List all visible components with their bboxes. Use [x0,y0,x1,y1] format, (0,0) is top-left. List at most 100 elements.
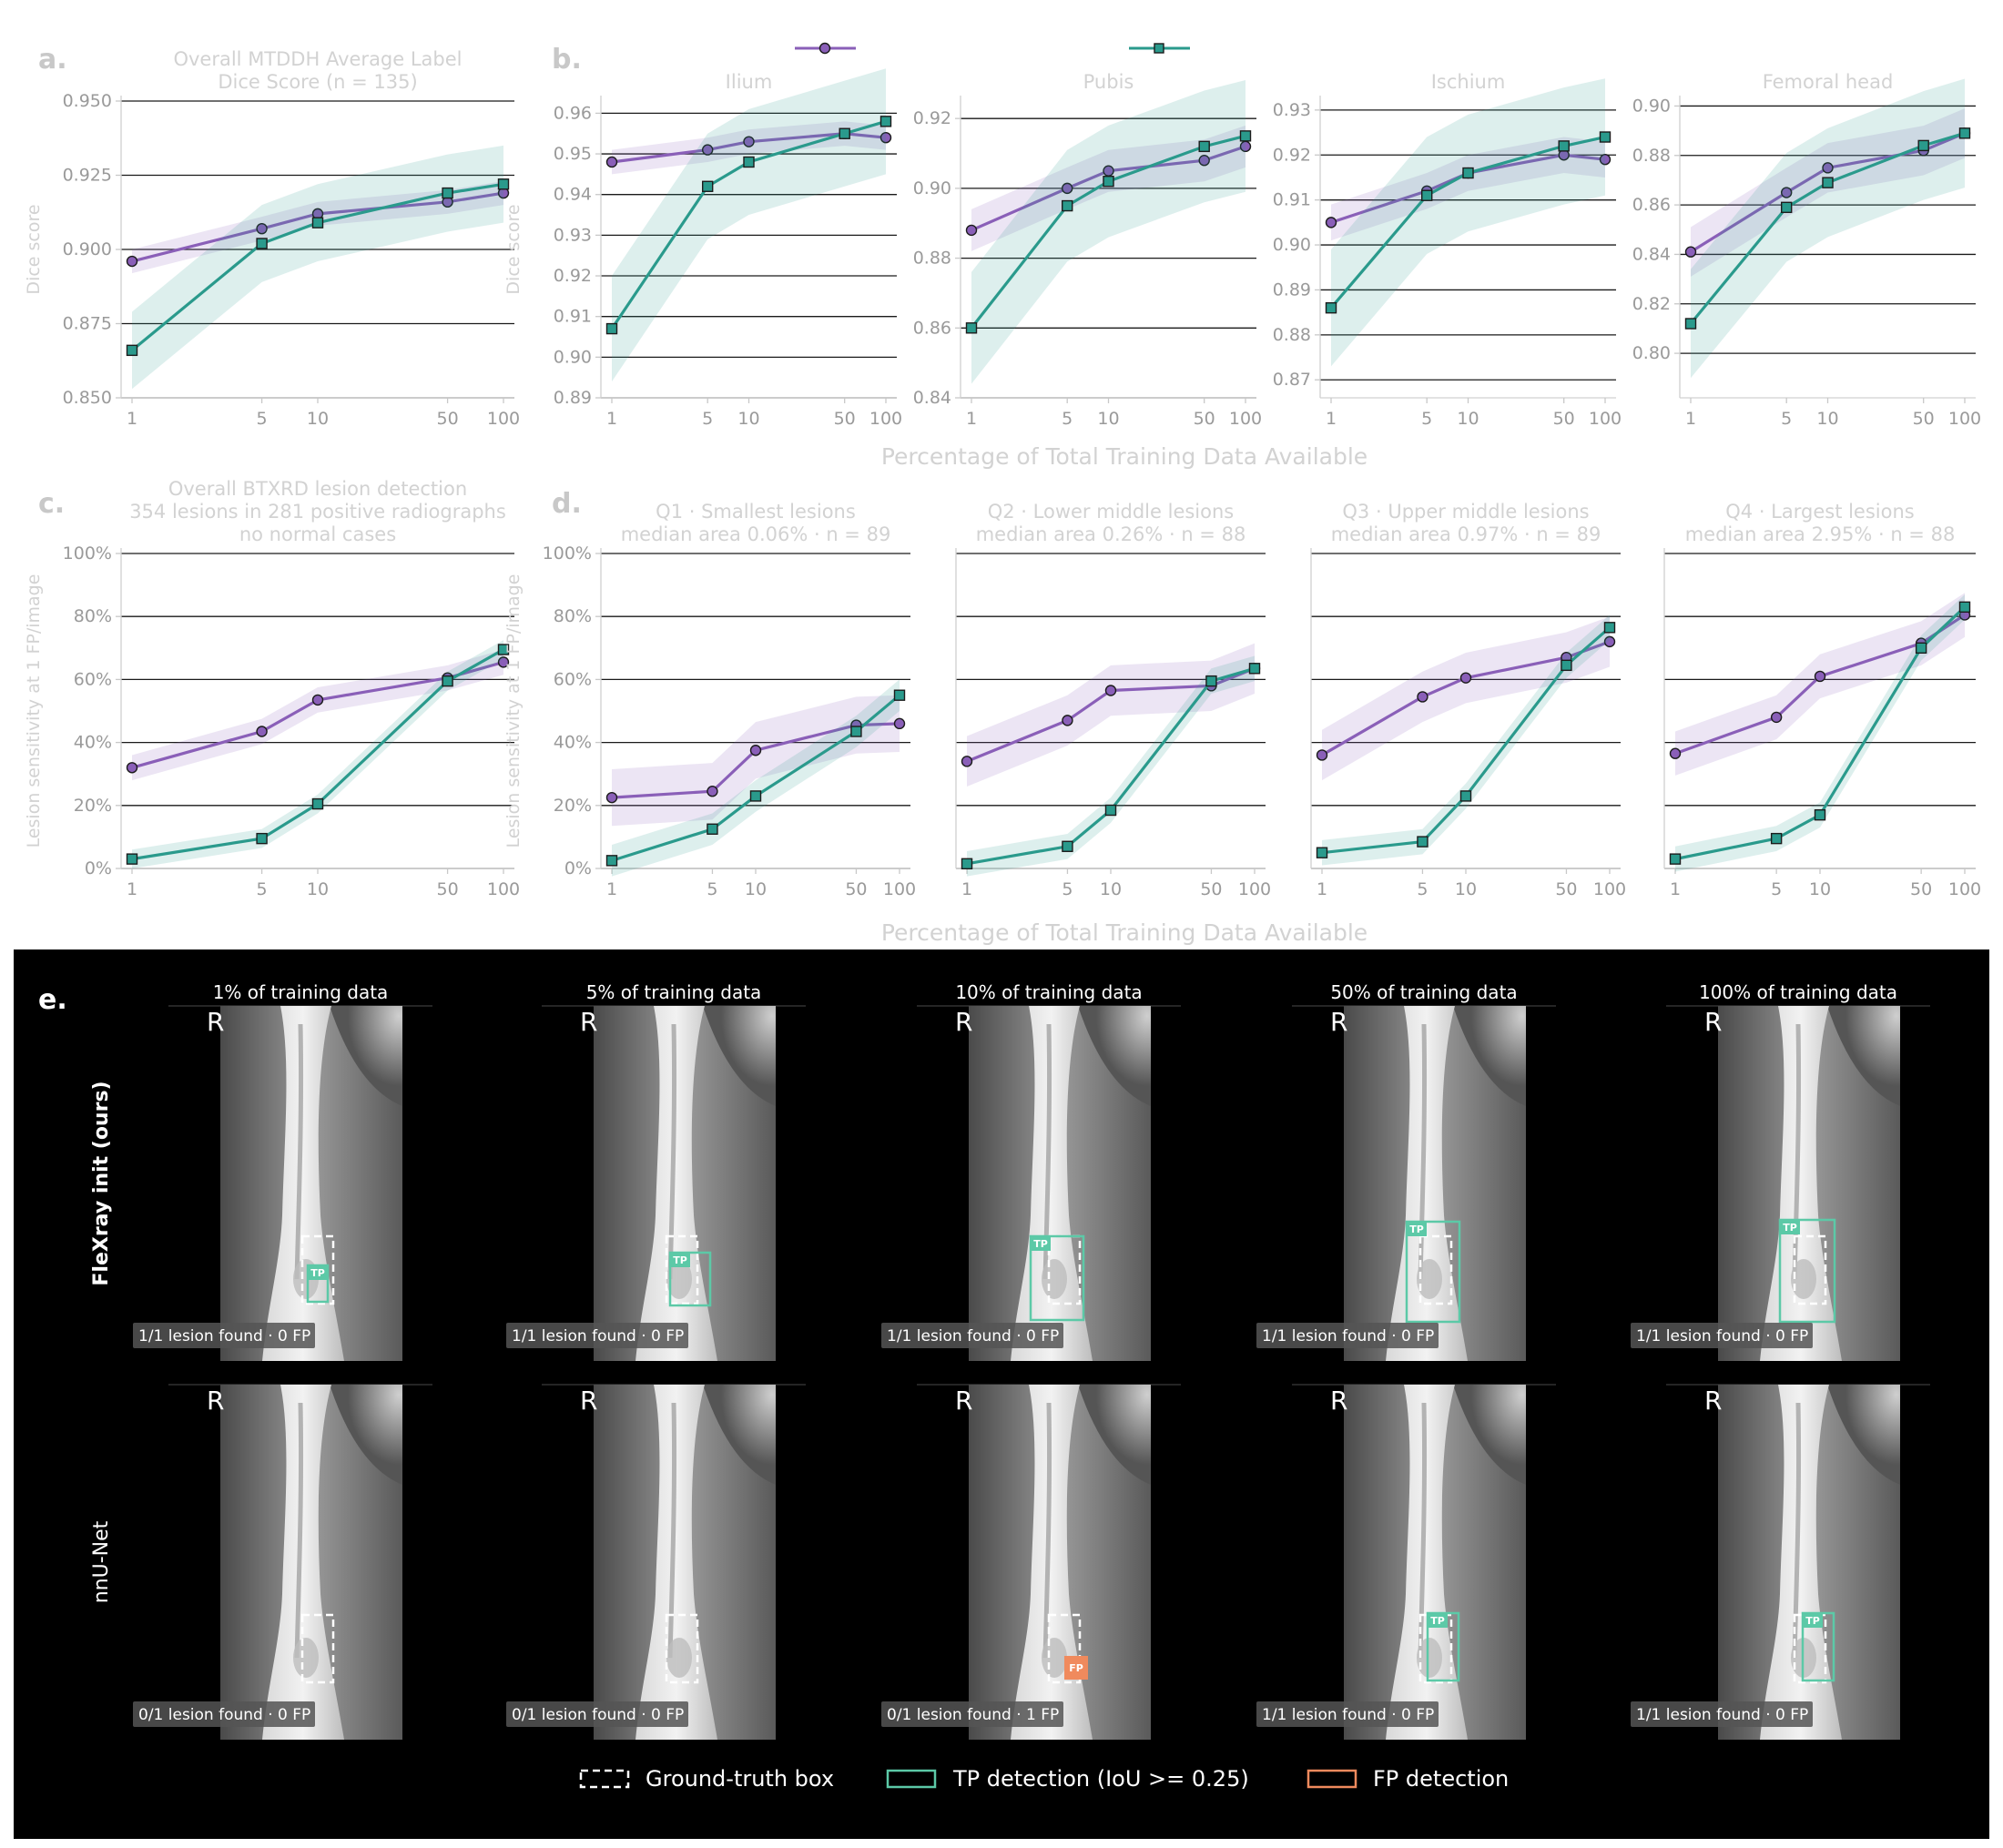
series-2-band [1322,614,1610,866]
chart-d3: 1 5 10 50 100 Q3 · Upper middle lesionsmedian… [1310,501,1626,899]
y-tick-label: 20% [74,796,112,816]
x-tick-label: 5 [1062,879,1073,899]
data-point [1103,176,1114,188]
tp-tag [308,1265,328,1280]
caption: 1/1 lesion found · 0 FP [1262,1327,1434,1345]
x-tick-label: 100 [1948,879,1981,899]
x-tick-label: 10 [737,409,759,429]
data-point [1325,302,1337,314]
data-point [839,127,850,139]
y-tick-label: 0.82 [1632,294,1671,314]
chart-title: no normal cases [239,523,396,545]
legend-tp-label: TP detection (IoU >= 0.25) [952,1766,1249,1792]
caption-background [1631,1323,1813,1348]
tp-label: TP [1033,1238,1048,1250]
data-point [1669,747,1682,759]
x-tick-label: 10 [1455,879,1477,899]
y-tick-label: 0.86 [1632,195,1671,215]
data-point [1669,853,1682,865]
chart-title: Femoral head [1763,71,1894,93]
y-tick-label: 40% [74,733,112,753]
y-tick-label: 0.90 [1632,96,1671,116]
data-point [961,756,973,767]
y-tick-label: 0.87 [1273,370,1311,390]
data-point [1603,635,1616,648]
data-point [1780,201,1793,214]
chart-title: median area 0.26% · n = 88 [976,523,1246,545]
chart-title: Ilium [726,71,773,93]
chart-title: Q4 · Largest lesions [1725,501,1914,523]
medullary-canal [294,1402,304,1659]
xray-legend: Ground-truth box TP detection (IoU >= 0.2… [579,1766,1509,1792]
column-title: 5% of training data [586,981,762,1003]
x-axis-label-top: Percentage of Total Training Data Availa… [881,443,1368,470]
x-tick-label: 1 [1685,409,1696,429]
y-tick-label: 0.92 [1273,145,1311,165]
hip-bone [703,1006,776,1106]
y-tick-label: 0.88 [913,249,951,269]
caption-background [506,1701,688,1727]
medullary-canal [294,1023,304,1280]
x-tick-label: 1 [961,879,972,899]
data-point [126,762,138,774]
x-tick-label: 50 [436,409,458,429]
data-point [1822,162,1834,174]
caption-background [1256,1701,1439,1727]
legend-nnunet-marker [1154,43,1164,54]
y-tick-label: 0.84 [1632,244,1671,264]
chart-title: Overall MTDDH Average Label [173,48,462,70]
data-point [605,855,618,867]
data-point [497,178,510,190]
y-axis-label: Lesion sensitivity at 1 FP/image [24,574,44,848]
chart-title: Q1 · Smallest lesions [656,501,856,523]
x-tick-label: 5 [1062,409,1073,429]
x-tick-label: 100 [1593,879,1626,899]
x-tick-label: 10 [745,879,767,899]
column-title: 100% of training data [1699,981,1897,1003]
hip-bone [703,1385,776,1485]
xray-image: R TP 1/1 lesion found · 0 FP [1631,1384,1930,1740]
data-point [707,786,718,797]
y-tick-label: 0.96 [554,103,592,123]
chart-title: 354 lesions in 281 positive radiographs [129,501,506,523]
y-tick-label: 0.92 [913,108,951,128]
chart-a: 0.850 0.875 0.900 0.925 0.950 1 5 10 50 100 Overal… [24,48,520,429]
caption: 0/1 lesion found · 0 FP [138,1706,310,1724]
y-tick-label: 0.80 [1632,343,1671,363]
chart-title: Q3 · Upper middle lesions [1342,501,1589,523]
side-marker: R [955,1007,972,1037]
data-point [1822,177,1834,188]
data-point [701,144,714,156]
column-title: 10% of training data [955,981,1142,1003]
chart-title: Ischium [1431,71,1506,93]
caption-background [133,1701,315,1727]
lesion-area [1417,1259,1442,1299]
data-point [1248,663,1261,675]
side-marker: R [580,1007,597,1037]
ground-truth-box [300,1234,335,1305]
side-marker: R [207,1007,224,1037]
x-tick-label: 5 [1421,409,1432,429]
caption: 1/1 lesion found · 0 FP [887,1327,1059,1345]
series-1-band [1691,108,1965,277]
y-tick-label: 80% [74,606,112,626]
data-point [965,322,978,334]
data-point [442,675,453,687]
caption-background [506,1323,688,1348]
x-tick-label: 5 [702,409,713,429]
tp-detection-box [1405,1220,1461,1324]
caption-background [133,1323,315,1348]
chart-c: 0% 20% 40% 60% 80% 100% 1 5 10 50 100 Overall BTXRD… [24,478,520,899]
data-point [1104,804,1117,817]
chart-title: median area 2.95% · n = 88 [1685,523,1956,545]
femur-bone [1386,1385,1468,1740]
caption-background [1631,1701,1813,1727]
series-2-band [612,679,900,877]
side-marker: R [1704,1386,1722,1416]
x-tick-label: 1 [127,409,137,429]
xray-image: R 0/1 lesion found · 0 FP [506,1384,806,1740]
x-tick-label: 10 [1097,409,1119,429]
data-point [1316,749,1328,761]
y-tick-label: 0.90 [554,347,592,367]
